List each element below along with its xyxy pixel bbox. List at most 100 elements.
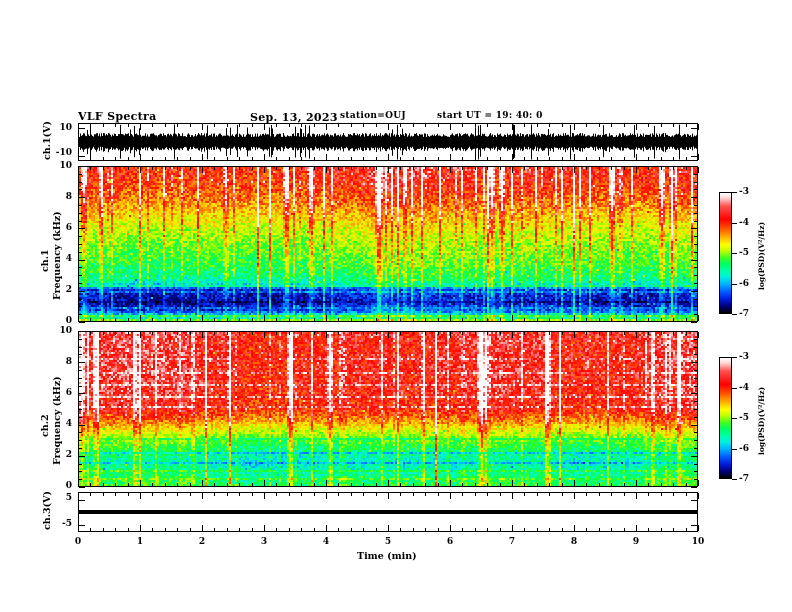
tick-mark: [462, 528, 463, 531]
tick-mark: [694, 189, 697, 190]
tick-mark: [673, 332, 674, 335]
tick-mark: [78, 332, 79, 338]
tick-mark: [549, 124, 550, 127]
tick-mark: [252, 528, 253, 531]
tick-mark: [314, 528, 315, 531]
tick-mark: [698, 525, 699, 531]
ch1-spec-ytick-2: 2: [65, 285, 72, 295]
tick-mark: [475, 167, 476, 170]
tick-mark: [227, 483, 228, 486]
tick-mark: [648, 167, 649, 170]
tick-mark: [239, 332, 240, 335]
tick-mark: [438, 332, 439, 335]
tick-mark: [363, 167, 364, 170]
tick-mark: [79, 448, 82, 449]
tick-mark: [512, 124, 513, 130]
tick-mark: [636, 154, 637, 160]
tick-mark: [686, 332, 687, 335]
tick-mark: [165, 157, 166, 160]
tick-mark: [425, 493, 426, 496]
tick-mark: [79, 393, 85, 394]
tick-mark: [79, 213, 82, 214]
tick-mark: [115, 483, 116, 486]
tick-mark: [450, 315, 451, 321]
tick-mark: [562, 528, 563, 531]
tick-mark: [549, 318, 550, 321]
tick-mark: [79, 244, 82, 245]
tick-mark: [214, 493, 215, 496]
tick-mark: [694, 267, 697, 268]
tick-mark: [79, 182, 82, 183]
tick-mark: [79, 267, 82, 268]
tick-mark: [301, 157, 302, 160]
tick-mark: [289, 124, 290, 127]
tick-mark: [140, 167, 141, 173]
tick-mark: [732, 314, 737, 315]
tick-mark: [351, 318, 352, 321]
tick-mark: [574, 525, 575, 531]
tick-mark: [732, 388, 737, 389]
tick-mark: [152, 528, 153, 531]
tick-mark: [661, 124, 662, 127]
tick-mark: [79, 166, 85, 167]
tick-mark: [691, 197, 697, 198]
tick-mark: [636, 525, 637, 531]
tick-mark: [425, 318, 426, 321]
tick-mark: [450, 480, 451, 486]
tick-mark: [351, 493, 352, 496]
tick-mark: [694, 174, 697, 175]
tick-mark: [301, 318, 302, 321]
colorbar-ch1-label: log(PSD)(V²/Hz): [757, 221, 766, 290]
tick-mark: [214, 167, 215, 170]
tick-mark: [694, 244, 697, 245]
tick-mark: [190, 483, 191, 486]
tick-mark: [524, 332, 525, 335]
tick-mark: [661, 528, 662, 531]
tick-mark: [438, 483, 439, 486]
tick-mark: [326, 480, 327, 486]
colorbar-ch1: [719, 192, 732, 314]
tick-mark: [686, 167, 687, 170]
tick-mark: [694, 314, 697, 315]
tick-mark: [140, 480, 141, 486]
tick-mark: [636, 332, 637, 338]
tick-mark: [694, 283, 697, 284]
tick-mark: [732, 192, 737, 193]
tick-mark: [301, 483, 302, 486]
tick-mark: [475, 528, 476, 531]
tick-mark: [177, 528, 178, 531]
tick-mark: [537, 483, 538, 486]
tick-mark: [115, 528, 116, 531]
tick-mark: [487, 318, 488, 321]
tick-mark: [694, 306, 697, 307]
tick-mark: [686, 157, 687, 160]
tick-mark: [128, 167, 129, 170]
x-tick-label: 5: [384, 537, 392, 547]
tick-mark: [732, 284, 737, 285]
tick-mark: [326, 332, 327, 338]
tick-mark: [376, 483, 377, 486]
tick-mark: [599, 157, 600, 160]
tick-mark: [624, 124, 625, 127]
ch2-spec-ytick-10: 10: [59, 326, 72, 336]
tick-mark: [694, 370, 697, 371]
tick-mark: [165, 493, 166, 496]
tick-mark: [128, 528, 129, 531]
tick-mark: [351, 528, 352, 531]
tick-mark: [140, 493, 141, 499]
tick-mark: [103, 124, 104, 127]
tick-mark: [115, 332, 116, 335]
tick-mark: [524, 493, 525, 496]
tick-mark: [450, 493, 451, 499]
tick-mark: [363, 528, 364, 531]
tick-mark: [624, 528, 625, 531]
tick-mark: [115, 167, 116, 170]
tick-mark: [79, 291, 85, 292]
tick-mark: [388, 332, 389, 338]
tick-mark: [351, 157, 352, 160]
tick-mark: [214, 332, 215, 335]
tick-mark: [177, 493, 178, 496]
ch3-ytick-pos5: 5: [65, 493, 72, 503]
tick-mark: [599, 332, 600, 335]
tick-mark: [289, 528, 290, 531]
